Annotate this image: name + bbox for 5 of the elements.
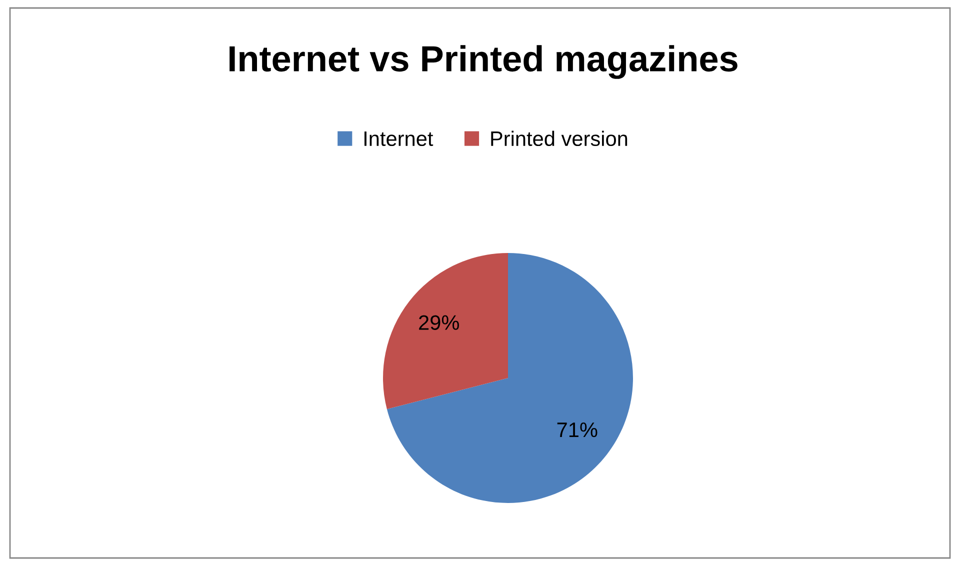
chart-title: Internet vs Printed magazines [230,45,738,79]
data-label: 71% [557,422,598,438]
legend-label: Internet [364,132,434,146]
legend-label: Printed version [491,130,628,146]
data-label: 29% [419,315,459,330]
